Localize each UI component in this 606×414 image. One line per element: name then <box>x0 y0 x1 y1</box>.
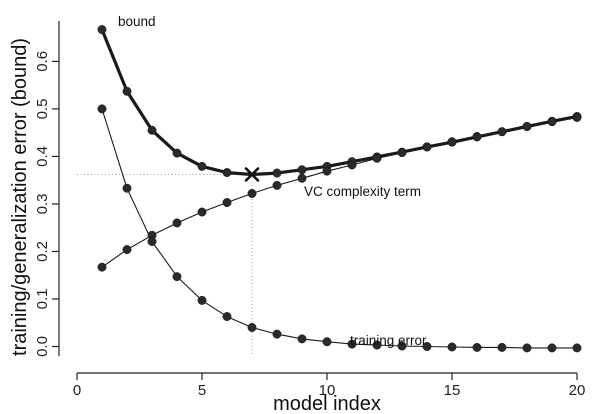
point-training-error <box>222 312 232 322</box>
point-training-error <box>397 341 407 351</box>
point-training-error <box>497 342 507 352</box>
point-vc-complexity-term <box>122 245 132 255</box>
point-training-error <box>322 337 332 347</box>
series-label-vc-complexity-term: VC complexity term <box>304 184 421 199</box>
point-training-error <box>297 334 307 344</box>
point-training-error <box>547 343 557 353</box>
point-bound <box>297 165 307 175</box>
point-bound <box>97 25 107 35</box>
point-vc-complexity-term <box>422 142 432 152</box>
point-training-error <box>122 183 132 193</box>
point-vc-complexity-term <box>572 113 582 122</box>
point-vc-complexity-term <box>447 137 457 147</box>
series-markers <box>97 25 582 353</box>
point-vc-complexity-term <box>397 148 407 158</box>
point-vc-complexity-term <box>372 153 382 163</box>
point-training-error <box>97 104 107 114</box>
point-bound <box>122 86 132 96</box>
series-label-bound: bound <box>118 14 156 29</box>
x-tick-label: 10 <box>319 382 336 399</box>
y-ticks: 0.0 0.1 0.2 0.3 0.4 0.5 0.6 <box>34 51 59 357</box>
point-vc-complexity-term <box>247 189 257 198</box>
minimum-x-mark <box>244 167 260 182</box>
point-training-error <box>272 329 282 339</box>
point-vc-complexity-term <box>522 122 532 131</box>
point-vc-complexity-term <box>172 218 182 228</box>
y-tick-label: 0.4 <box>34 146 51 167</box>
point-vc-complexity-term <box>272 180 282 190</box>
y-tick-label: 0.1 <box>34 289 51 310</box>
point-training-error <box>572 343 582 353</box>
point-vc-complexity-term <box>322 166 332 176</box>
point-vc-complexity-term <box>222 198 232 207</box>
point-training-error <box>172 272 182 282</box>
point-vc-complexity-term <box>197 207 207 217</box>
point-training-error <box>197 295 207 305</box>
point-bound <box>197 161 207 171</box>
point-bound <box>147 125 157 135</box>
x-tick-label: 15 <box>444 382 461 399</box>
point-training-error <box>472 342 482 352</box>
x-tick-label: 5 <box>198 382 206 399</box>
x-tick-label: 0 <box>73 382 81 399</box>
series-line-training-error <box>101 108 577 349</box>
series-label-training-error: training error <box>350 333 427 348</box>
point-training-error <box>522 343 532 353</box>
point-vc-complexity-term <box>472 132 482 141</box>
point-vc-complexity-term <box>347 160 357 170</box>
point-training-error <box>147 237 157 246</box>
x-axis-title: model index <box>273 393 381 414</box>
y-tick-label: 0.5 <box>34 98 51 119</box>
point-training-error <box>372 340 382 350</box>
point-training-error <box>447 342 457 352</box>
point-vc-complexity-term <box>297 173 307 183</box>
x-ticks: 0 5 10 15 20 <box>73 373 586 399</box>
point-bound <box>172 148 182 158</box>
y-tick-label: 0.0 <box>34 336 51 357</box>
y-tick-label: 0.3 <box>34 194 51 215</box>
y-axis-title: training/generalization error (bound) <box>9 38 31 356</box>
x-tick-label: 20 <box>569 382 586 399</box>
point-bound <box>272 168 282 178</box>
point-vc-complexity-term <box>97 262 107 272</box>
point-vc-complexity-term <box>547 117 557 127</box>
minimum-marker <box>244 167 260 182</box>
y-tick-label: 0.2 <box>34 241 51 262</box>
point-vc-complexity-term <box>497 127 507 137</box>
point-training-error <box>247 323 257 332</box>
point-training-error <box>347 339 357 349</box>
point-bound <box>222 168 232 178</box>
point-training-error <box>422 342 432 351</box>
y-tick-label: 0.6 <box>34 51 51 72</box>
